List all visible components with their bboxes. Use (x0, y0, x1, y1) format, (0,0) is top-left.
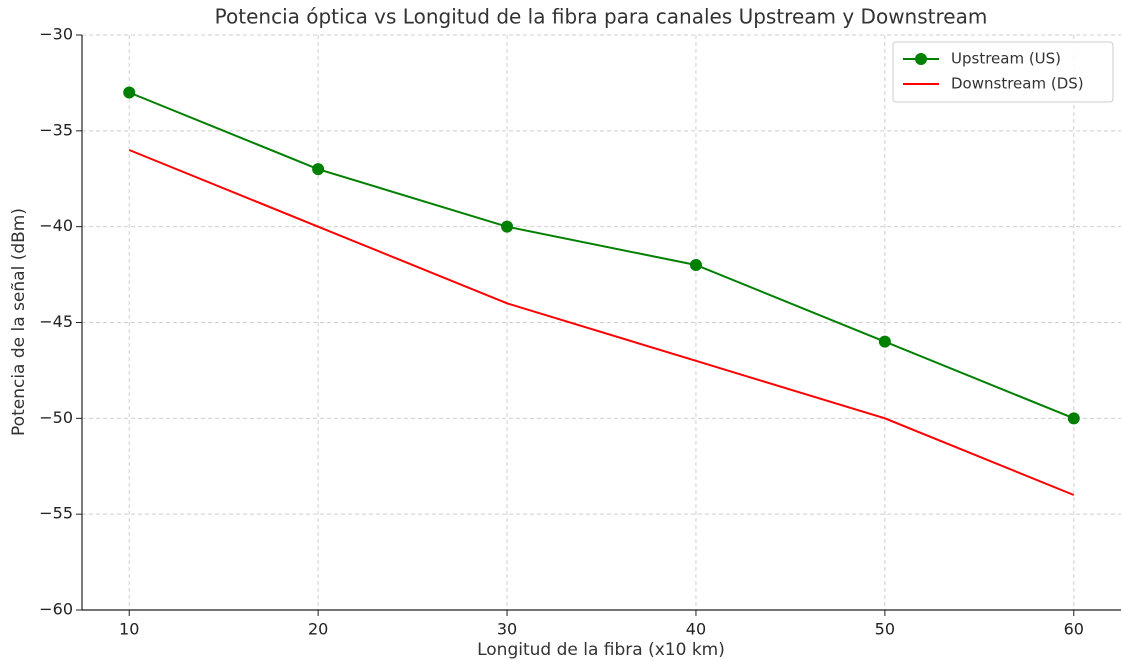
y-tick-label: −40 (39, 216, 73, 235)
point (501, 220, 514, 233)
y-tick-label: −50 (39, 408, 73, 427)
x-tick-label: 40 (686, 620, 706, 639)
legend-marker (915, 53, 927, 65)
chart-title: Potencia óptica vs Longitud de la fibra … (215, 5, 988, 29)
y-tick-label: −30 (39, 25, 73, 44)
x-tick-label: 10 (119, 620, 139, 639)
point (878, 335, 891, 348)
point (1067, 412, 1080, 425)
x-tick-label: 30 (497, 620, 517, 639)
legend-box (892, 41, 1114, 103)
y-tick-label: −60 (39, 600, 73, 619)
y-tick-label: −45 (39, 312, 73, 331)
y-axis-label: Potencia de la señal (dBm) (9, 208, 29, 436)
series-line (128, 91, 1075, 420)
x-tick-label: 20 (308, 620, 328, 639)
legend-label: Downstream (DS) (951, 75, 1084, 93)
point (689, 259, 702, 271)
x-tick-label: 50 (875, 620, 895, 639)
y-tick-label: −55 (39, 504, 73, 523)
point (312, 163, 325, 176)
series-line (128, 149, 1075, 496)
x-tick-label: 60 (1064, 620, 1084, 639)
point (123, 86, 136, 99)
y-tick-label: −35 (39, 120, 73, 139)
x-axis-label: Longitud de la fibra (x10 km) (477, 640, 725, 660)
legend-label: Upstream (US) (951, 50, 1061, 68)
legend: Upstream (US) Downstream (DS) (892, 41, 1114, 103)
